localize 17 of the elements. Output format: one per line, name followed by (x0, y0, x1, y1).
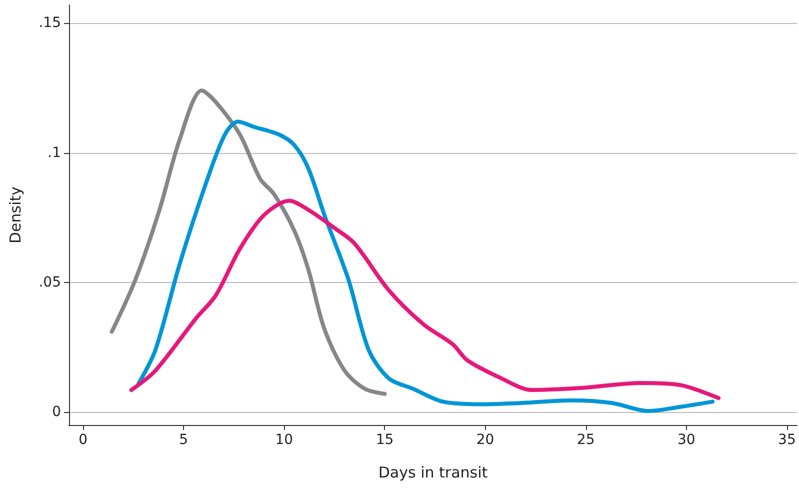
x-tick-label: 10 (275, 432, 294, 448)
x-tick-label: 35 (778, 432, 796, 448)
x-tick-label: 30 (677, 432, 696, 448)
y-tick-label: 0 (52, 404, 61, 420)
y-axis-title: Density (6, 186, 24, 244)
y-tick-label: .05 (38, 274, 61, 290)
x-tick-label: 0 (78, 432, 88, 448)
line-series (110, 88, 387, 396)
x-tick-label: 5 (179, 432, 188, 448)
x-tick-label: 20 (476, 432, 494, 448)
x-tick-label: 25 (576, 432, 595, 448)
y-tick-label: .1 (48, 144, 61, 161)
x-tick-label: 15 (376, 432, 394, 448)
line-series (129, 198, 721, 400)
line-series (136, 120, 715, 413)
x-axis-title: Days in transit (378, 464, 488, 482)
y-tick-label: .15 (38, 15, 61, 32)
